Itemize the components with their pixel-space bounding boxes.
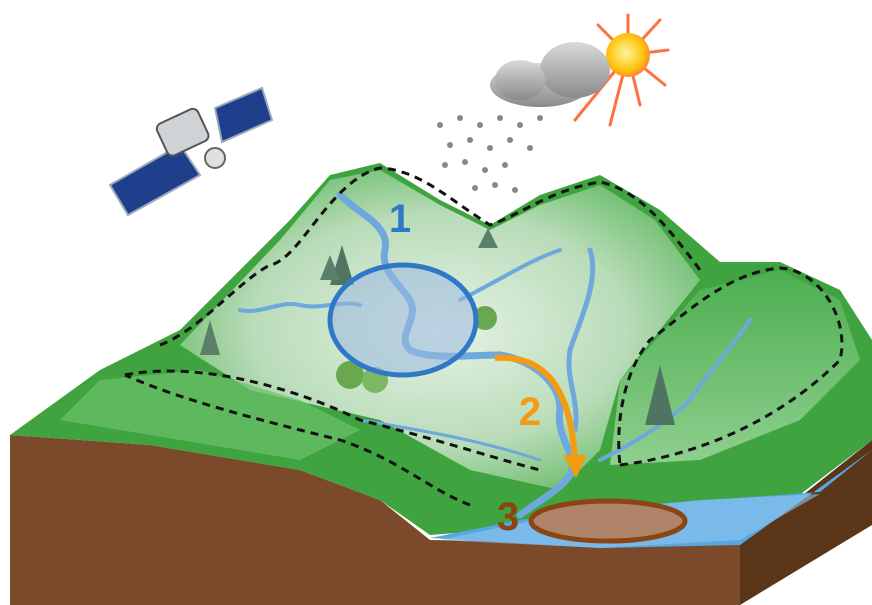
weather-icon: [437, 15, 668, 193]
marker-label: 2: [519, 390, 541, 434]
area-1-ellipse: [330, 265, 476, 375]
marker-label: 3: [497, 495, 519, 539]
terrain: [10, 163, 872, 605]
page: {"markers": [{"label": "1"}, {"label": "…: [0, 0, 872, 605]
marker-label: 1: [389, 197, 411, 241]
area-3-ellipse: [531, 501, 685, 541]
watershed-diagram: 1 2 3: [0, 0, 872, 605]
satellite-icon: [110, 88, 272, 215]
